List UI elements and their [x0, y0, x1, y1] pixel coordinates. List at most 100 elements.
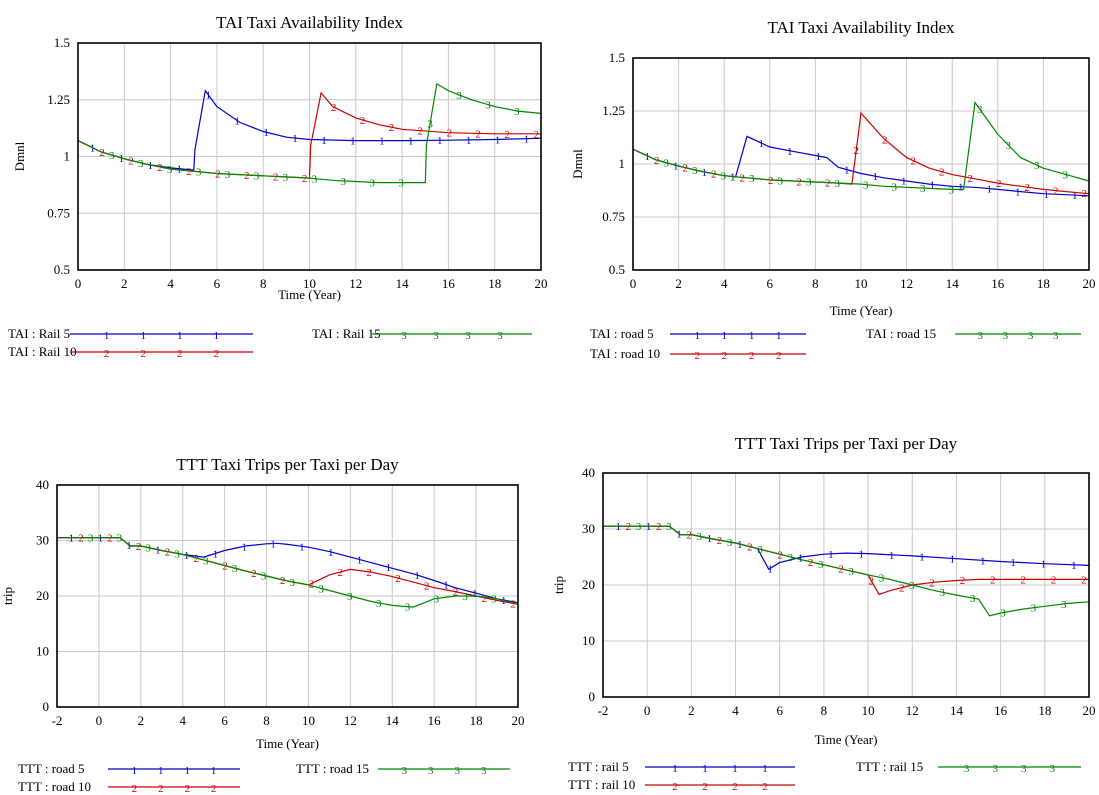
x-tick-label: 16 [994, 703, 1008, 718]
legend-marker: 1 [177, 330, 183, 342]
y-axis-label: trip [551, 576, 566, 594]
legend-label: TTT : road 10 [18, 779, 91, 794]
series-marker: 3 [818, 559, 824, 571]
x-tick-label: 6 [214, 276, 221, 291]
x-tick-label: 10 [303, 276, 316, 291]
x-tick-label: 4 [732, 703, 739, 718]
chart-title: TAI Taxi Availability Index [767, 18, 955, 37]
legend-entry: TTT : rail 5 1 1 1 1 [568, 759, 795, 775]
series-marker: 3 [491, 593, 497, 605]
series-marker: 1 [1044, 189, 1050, 201]
legend-marker: 1 [184, 765, 190, 777]
y-tick-label: 0.75 [602, 209, 625, 224]
series-marker: 1 [90, 143, 96, 155]
plot-frame [602, 472, 1090, 698]
series-marker: 3 [318, 583, 324, 595]
series-marker: 1 [155, 545, 161, 557]
series-marker: 3 [749, 173, 755, 185]
legend-marker: 3 [964, 763, 970, 775]
series-marker: 2 [78, 533, 84, 545]
series-marker: 3 [1031, 603, 1037, 615]
x-tick-label: 12 [344, 713, 357, 728]
series-marker: 3 [863, 180, 869, 192]
series-marker: 3 [376, 598, 382, 610]
series-marker: 1 [69, 533, 75, 545]
series-marker: 1 [357, 555, 363, 567]
series-line [77, 82, 542, 184]
series-marker: 1 [889, 550, 895, 562]
legend-entry: TAI : Rail 10 2 2 2 2 [8, 344, 253, 360]
legend-marker: 3 [1053, 330, 1059, 342]
series-marker: 2 [899, 583, 905, 595]
x-tick-label: 16 [442, 276, 456, 291]
series-marker: 1 [950, 553, 956, 565]
series-marker: 1 [1072, 190, 1078, 202]
series-marker: 1 [234, 115, 240, 127]
series-marker: 2 [929, 577, 935, 589]
series-marker: 3 [879, 573, 885, 585]
series-marker: 3 [1006, 140, 1012, 152]
series-marker: 1 [242, 541, 248, 553]
x-axis-label: Time (Year) [830, 303, 893, 318]
series-marker: 3 [347, 591, 353, 603]
legend-marker: 2 [749, 350, 755, 362]
legend-marker: 2 [140, 348, 146, 360]
series-marker: 1 [702, 167, 708, 179]
series-marker: 2 [215, 169, 221, 181]
series-marker: 1 [1010, 557, 1016, 569]
series-marker: 1 [350, 136, 356, 148]
legend-marker: 3 [1028, 330, 1034, 342]
legend-marker: 3 [1050, 763, 1056, 775]
series-marker: 3 [835, 178, 841, 190]
series-marker: 2 [309, 578, 315, 590]
series-marker: 1 [148, 160, 154, 172]
series-3: 3 3 3 3 3 3 3 3 3 3 3 3 3 3 3 [77, 82, 542, 190]
series-marker: 1 [408, 136, 414, 148]
series-marker: 1 [321, 135, 327, 147]
x-tick-label: 20 [512, 713, 525, 728]
series-3: 3 3 3 3 3 3 3 3 3 3 3 3 3 3 3 [603, 521, 1090, 620]
x-tick-label: 16 [428, 713, 442, 728]
legend-marker: 2 [158, 783, 164, 795]
plot-frame [77, 42, 542, 271]
legend-entry: TAI : Rail 5 1 1 1 1 [8, 326, 253, 342]
chart-tai-rail: TAI Taxi Availability Index 1 1 1 1 1 1 1 1 1 1 1 1 1… [8, 13, 548, 360]
legend-label: TTT : road 5 [18, 761, 85, 776]
series-marker: 3 [434, 593, 440, 605]
series-marker: 1 [673, 160, 679, 172]
legend-marker: 3 [454, 765, 460, 777]
series-marker: 3 [232, 563, 238, 575]
legend-marker: 2 [672, 781, 678, 793]
series-marker: 1 [263, 127, 269, 139]
series-marker: 3 [636, 521, 642, 533]
series-marker: 1 [646, 521, 652, 533]
series-marker: 2 [968, 173, 974, 185]
series-marker: 2 [504, 129, 510, 141]
series-marker: 3 [949, 184, 955, 196]
legend-marker: 3 [401, 330, 407, 342]
series-marker: 2 [395, 573, 401, 585]
x-tick-label: 2 [121, 276, 128, 291]
legend-marker: 1 [672, 763, 678, 775]
x-tick-label: -2 [598, 703, 609, 718]
x-tick-label: 6 [776, 703, 783, 718]
y-tick-label: 20 [582, 577, 595, 592]
series-marker: 2 [1053, 186, 1059, 198]
legend-label: TTT : road 15 [296, 761, 369, 776]
series-marker: 2 [740, 172, 746, 184]
y-tick-label: 1.25 [602, 103, 625, 118]
series-marker: 2 [136, 541, 142, 553]
legend-marker: 3 [1021, 763, 1027, 775]
series-marker: 2 [476, 128, 482, 140]
x-tick-label: 8 [821, 703, 828, 718]
legend-label: TTT : rail 5 [568, 759, 629, 774]
series-marker: 2 [825, 178, 831, 190]
series-marker: 1 [787, 146, 793, 158]
legend-marker: 1 [702, 763, 708, 775]
series-marker: 3 [254, 170, 260, 182]
legend-marker: 1 [732, 763, 738, 775]
series-marker: 3 [117, 533, 123, 545]
y-tick-label: 0.5 [609, 262, 625, 277]
series-marker: 3 [788, 552, 794, 564]
legend-label: TAI : Rail 10 [8, 344, 77, 359]
